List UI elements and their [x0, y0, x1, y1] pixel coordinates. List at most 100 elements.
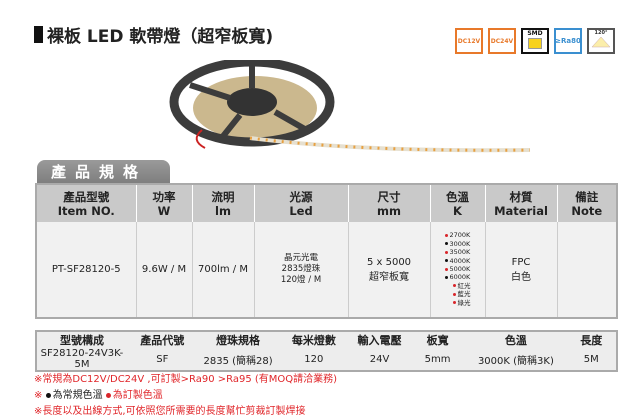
feature-badges: DC12V DC24V SMD ≥Ra80 120° — [455, 28, 615, 54]
color-temp-item: 3000K — [444, 239, 471, 248]
led-line: 2835燈珠 — [281, 264, 321, 274]
header-lumen: 流明 lm — [192, 184, 255, 222]
color-temp-item: 6000K — [444, 273, 471, 281]
color-temp-item: 5000K — [444, 265, 471, 273]
note-mark: ※ — [34, 390, 43, 401]
material-line: FPC — [511, 256, 531, 268]
badge-label: DC24V — [490, 37, 514, 45]
header-zh: 備註 — [575, 189, 599, 204]
beam-cone-icon — [591, 36, 611, 48]
chip-square — [528, 38, 542, 49]
color-temp-item: 2700K — [444, 231, 471, 240]
header-en: W — [157, 203, 171, 218]
spec-table: 產品型號 Item NO. 功率 W 流明 lm 光源 Led 尺寸 mm 色溫 K 材質 M… — [35, 183, 618, 319]
material-line: 白色 — [511, 271, 531, 283]
code-header: 長度 — [580, 334, 603, 347]
code-header-row: 型號構成 產品代號 燈珠規格 每米燈數 輸入電壓 板寬 色溫 長度 — [36, 331, 617, 348]
section-tab-product-spec: 產品規格 — [37, 160, 170, 184]
smd-chip-icon: SMD — [521, 28, 549, 54]
color-temp-label: 4000K — [449, 256, 471, 265]
cell-color-temp: 2700K 3000K 3500K 4000K 5000K 6000K 紅光 藍光 綠光 — [430, 222, 486, 318]
color-temp-label: 5000K — [449, 265, 471, 273]
dot-icon — [444, 267, 448, 271]
color-temp-item: 3500K — [444, 248, 471, 257]
led-line: 120燈 / M — [280, 275, 322, 285]
page-title: 裸板 LED 軟帶燈（超窄板寬) — [34, 22, 273, 47]
header-power: 功率 W — [136, 184, 193, 222]
code-value: 2835 (簡稱28) — [203, 355, 273, 367]
header-en: lm — [215, 203, 231, 218]
led-strip-reel-image — [169, 60, 531, 153]
header-zh: 流明 — [211, 189, 235, 204]
code-value: SF28120-24V3K-5M — [40, 348, 124, 370]
code-value: SF — [156, 353, 169, 365]
code-value: 120 — [304, 353, 324, 365]
color-temp-item: 綠光 — [445, 299, 471, 307]
code-header: 型號構成 — [59, 334, 104, 347]
size-line: 超窄板寬 — [369, 271, 409, 283]
header-color-temp: 色溫 K — [430, 184, 486, 222]
dot-icon — [452, 284, 456, 288]
cell-size: 5 x 5000 超窄板寬 — [348, 222, 431, 318]
color-temp-label: 紅光 — [457, 281, 471, 290]
code-header: 輸入電壓 — [357, 334, 402, 347]
note-custom: 為訂製色溫 — [112, 390, 163, 401]
dot-icon — [444, 259, 448, 263]
notes: ※常規為DC12V/DC24V ,可訂製>Ra90 >Ra95 (有MOQ請洽業… — [34, 372, 337, 420]
color-temp-label: 3500K — [449, 248, 471, 257]
header-led: 光源 Led — [254, 184, 349, 222]
header-zh: 功率 — [152, 189, 176, 204]
header-size: 尺寸 mm — [348, 184, 431, 222]
title-text: 裸板 LED 軟帶燈（超窄板寬) — [47, 27, 274, 47]
code-header: 燈珠規格 — [216, 334, 261, 347]
cell-power: 9.6W / M — [136, 222, 193, 318]
color-temp-label: 3000K — [449, 239, 471, 248]
title-block-icon — [34, 26, 43, 43]
color-temp-label: 綠光 — [457, 298, 471, 307]
header-en: mm — [377, 203, 401, 218]
dot-icon — [444, 250, 448, 254]
color-temp-item: 4000K — [444, 256, 471, 265]
note-line: ※長度以及出線方式,可依照您所需要的長度幫忙剪裁訂製焊接 — [34, 406, 306, 417]
header-en: Material — [494, 203, 548, 218]
header-en: Note — [571, 203, 603, 218]
header-material: 材質 Material — [485, 184, 558, 222]
code-value: 5mm — [424, 353, 451, 365]
color-temp-label: 2700K — [449, 231, 471, 240]
color-temp-item: 藍光 — [445, 290, 471, 298]
code-value-row: SF28120-24V3K-5M SF 2835 (簡稱28) 120 24V 5mm 30… — [36, 348, 617, 371]
code-header: 每米燈數 — [291, 334, 336, 347]
cell-item-no: PT-SF28120-5 — [36, 222, 137, 318]
dot-icon — [444, 233, 448, 237]
color-temp-item: 紅光 — [445, 282, 471, 290]
header-zh: 產品型號 — [63, 189, 110, 204]
note-line: ※常規為DC12V/DC24V ,可訂製>Ra90 >Ra95 (有MOQ請洽業… — [34, 374, 338, 385]
dot-icon — [452, 301, 456, 305]
header-item-no: 產品型號 Item NO. — [36, 184, 137, 222]
dot-icon — [452, 292, 456, 296]
black-dot-icon — [45, 392, 51, 398]
dc12v-icon: DC12V — [455, 28, 483, 54]
header-zh: 色溫 — [446, 189, 469, 204]
cell-led: 晶元光電 2835燈珠 120燈 / M — [254, 222, 349, 318]
led-line: 晶元光電 — [283, 253, 318, 263]
code-value: 24V — [369, 353, 390, 365]
ra80-icon: ≥Ra80 — [554, 28, 582, 54]
badge-label: DC12V — [457, 37, 481, 45]
note-regular: 為常規色溫 — [52, 390, 103, 401]
header-en: Led — [289, 203, 313, 218]
header-note: 備註 Note — [557, 184, 618, 222]
code-value: 3000K (簡稱3K) — [477, 355, 554, 367]
red-dot-icon — [105, 392, 111, 398]
header-zh: 光源 — [289, 189, 313, 204]
color-temp-label: 藍光 — [457, 290, 471, 299]
header-zh: 尺寸 — [377, 189, 401, 204]
header-en: Item NO. — [57, 203, 115, 218]
cell-lumen: 700lm / M — [192, 222, 255, 318]
dc24v-icon: DC24V — [488, 28, 516, 54]
code-header: 色溫 — [504, 334, 527, 347]
code-header: 產品代號 — [140, 334, 185, 347]
dot-icon — [444, 275, 448, 279]
badge-label: 120° — [594, 30, 608, 36]
cell-material: FPC 白色 — [485, 222, 558, 318]
